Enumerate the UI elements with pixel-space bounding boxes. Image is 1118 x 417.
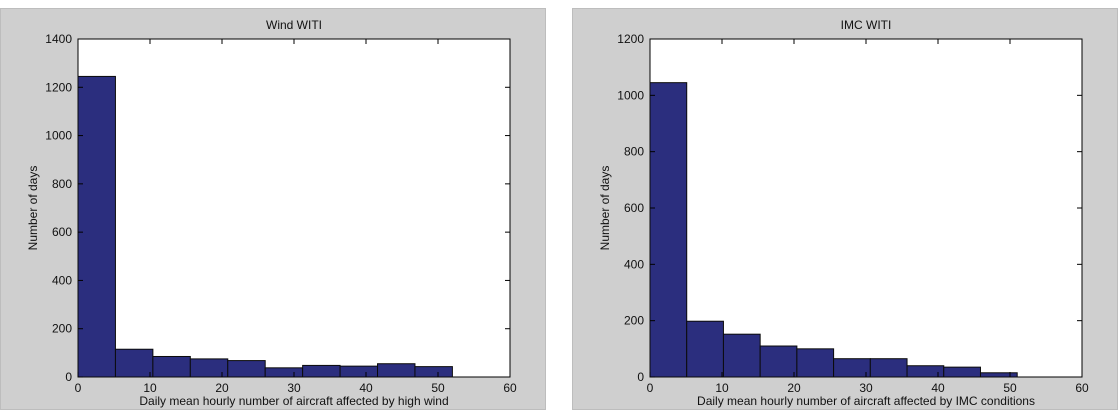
y-tick-label: 200 bbox=[52, 322, 72, 336]
histogram-bar-3 bbox=[722, 333, 761, 378]
x-tick-label: 20 bbox=[215, 381, 229, 395]
histogram-bar-9 bbox=[943, 366, 981, 378]
x-tick-label: 50 bbox=[431, 381, 445, 395]
histogram-bar-1 bbox=[77, 75, 116, 378]
histogram-bar-2 bbox=[114, 348, 154, 378]
histogram-bar-4 bbox=[759, 345, 798, 378]
y-tick-label: 200 bbox=[624, 314, 644, 328]
histogram-bar-5 bbox=[227, 360, 266, 378]
plot-area bbox=[77, 38, 511, 378]
y-tick-label: 0 bbox=[65, 370, 72, 384]
y-tick-label: 400 bbox=[624, 257, 644, 271]
x-tick-label: 30 bbox=[859, 381, 873, 395]
x-tick-label: 20 bbox=[787, 381, 801, 395]
histogram-bar-7 bbox=[302, 364, 341, 378]
y-tick-label: 600 bbox=[624, 201, 644, 215]
y-tick-label: 1200 bbox=[45, 80, 72, 94]
chart-title: IMC WITI bbox=[841, 18, 892, 32]
x-axis-label: Daily mean hourly number of aircraft aff… bbox=[697, 394, 1035, 408]
histogram-bar-6 bbox=[833, 358, 871, 378]
x-tick-label: 10 bbox=[143, 381, 157, 395]
x-tick-label: 60 bbox=[503, 381, 517, 395]
bar-group bbox=[649, 82, 1018, 378]
x-tick-label: 10 bbox=[715, 381, 729, 395]
y-tick-label: 800 bbox=[52, 177, 72, 191]
y-axis-label: Number of days bbox=[26, 166, 40, 251]
y-tick-label: 1000 bbox=[617, 88, 644, 102]
histogram-bar-2 bbox=[686, 320, 724, 378]
y-tick-label: 1400 bbox=[45, 32, 72, 46]
x-axis-label: Daily mean hourly number of aircraft aff… bbox=[139, 394, 448, 408]
histogram-bar-10 bbox=[979, 372, 1018, 378]
y-axis-label: Number of days bbox=[598, 166, 612, 251]
histogram-bar-1 bbox=[649, 82, 688, 378]
histogram-bar-7 bbox=[869, 358, 908, 378]
x-tick-label: 0 bbox=[75, 381, 82, 395]
histogram-bar-3 bbox=[152, 355, 191, 378]
histogram-bar-6 bbox=[264, 367, 304, 378]
chart-title: Wind WITI bbox=[266, 18, 322, 32]
y-tick-label: 0 bbox=[637, 370, 644, 384]
y-tick-label: 400 bbox=[52, 273, 72, 287]
histogram-bar-5 bbox=[796, 348, 835, 378]
x-tick-label: 40 bbox=[359, 381, 373, 395]
chart-panel-imc-witi: 0 10 20 30 40 50 60 0 200 400 600 800 1000 1200 IMC W… bbox=[572, 8, 1118, 410]
y-tick-label: 1000 bbox=[45, 129, 72, 143]
y-tick-label: 800 bbox=[624, 145, 644, 159]
x-tick-label: 40 bbox=[931, 381, 945, 395]
y-tick-label: 600 bbox=[52, 225, 72, 239]
histogram-bar-9 bbox=[377, 363, 416, 378]
x-tick-label: 50 bbox=[1003, 381, 1017, 395]
y-tick-label: 1200 bbox=[617, 32, 644, 46]
histogram-bar-8 bbox=[339, 365, 379, 378]
chart-panel-wind-witi: 0 10 20 30 40 50 60 0 200 400 600 800 1000 1200 1400 W… bbox=[0, 8, 546, 410]
x-tick-label: 0 bbox=[647, 381, 654, 395]
x-tick-label: 60 bbox=[1075, 381, 1089, 395]
bar-group bbox=[77, 75, 453, 378]
histogram-bar-10 bbox=[414, 366, 453, 378]
x-tick-label: 30 bbox=[287, 381, 301, 395]
